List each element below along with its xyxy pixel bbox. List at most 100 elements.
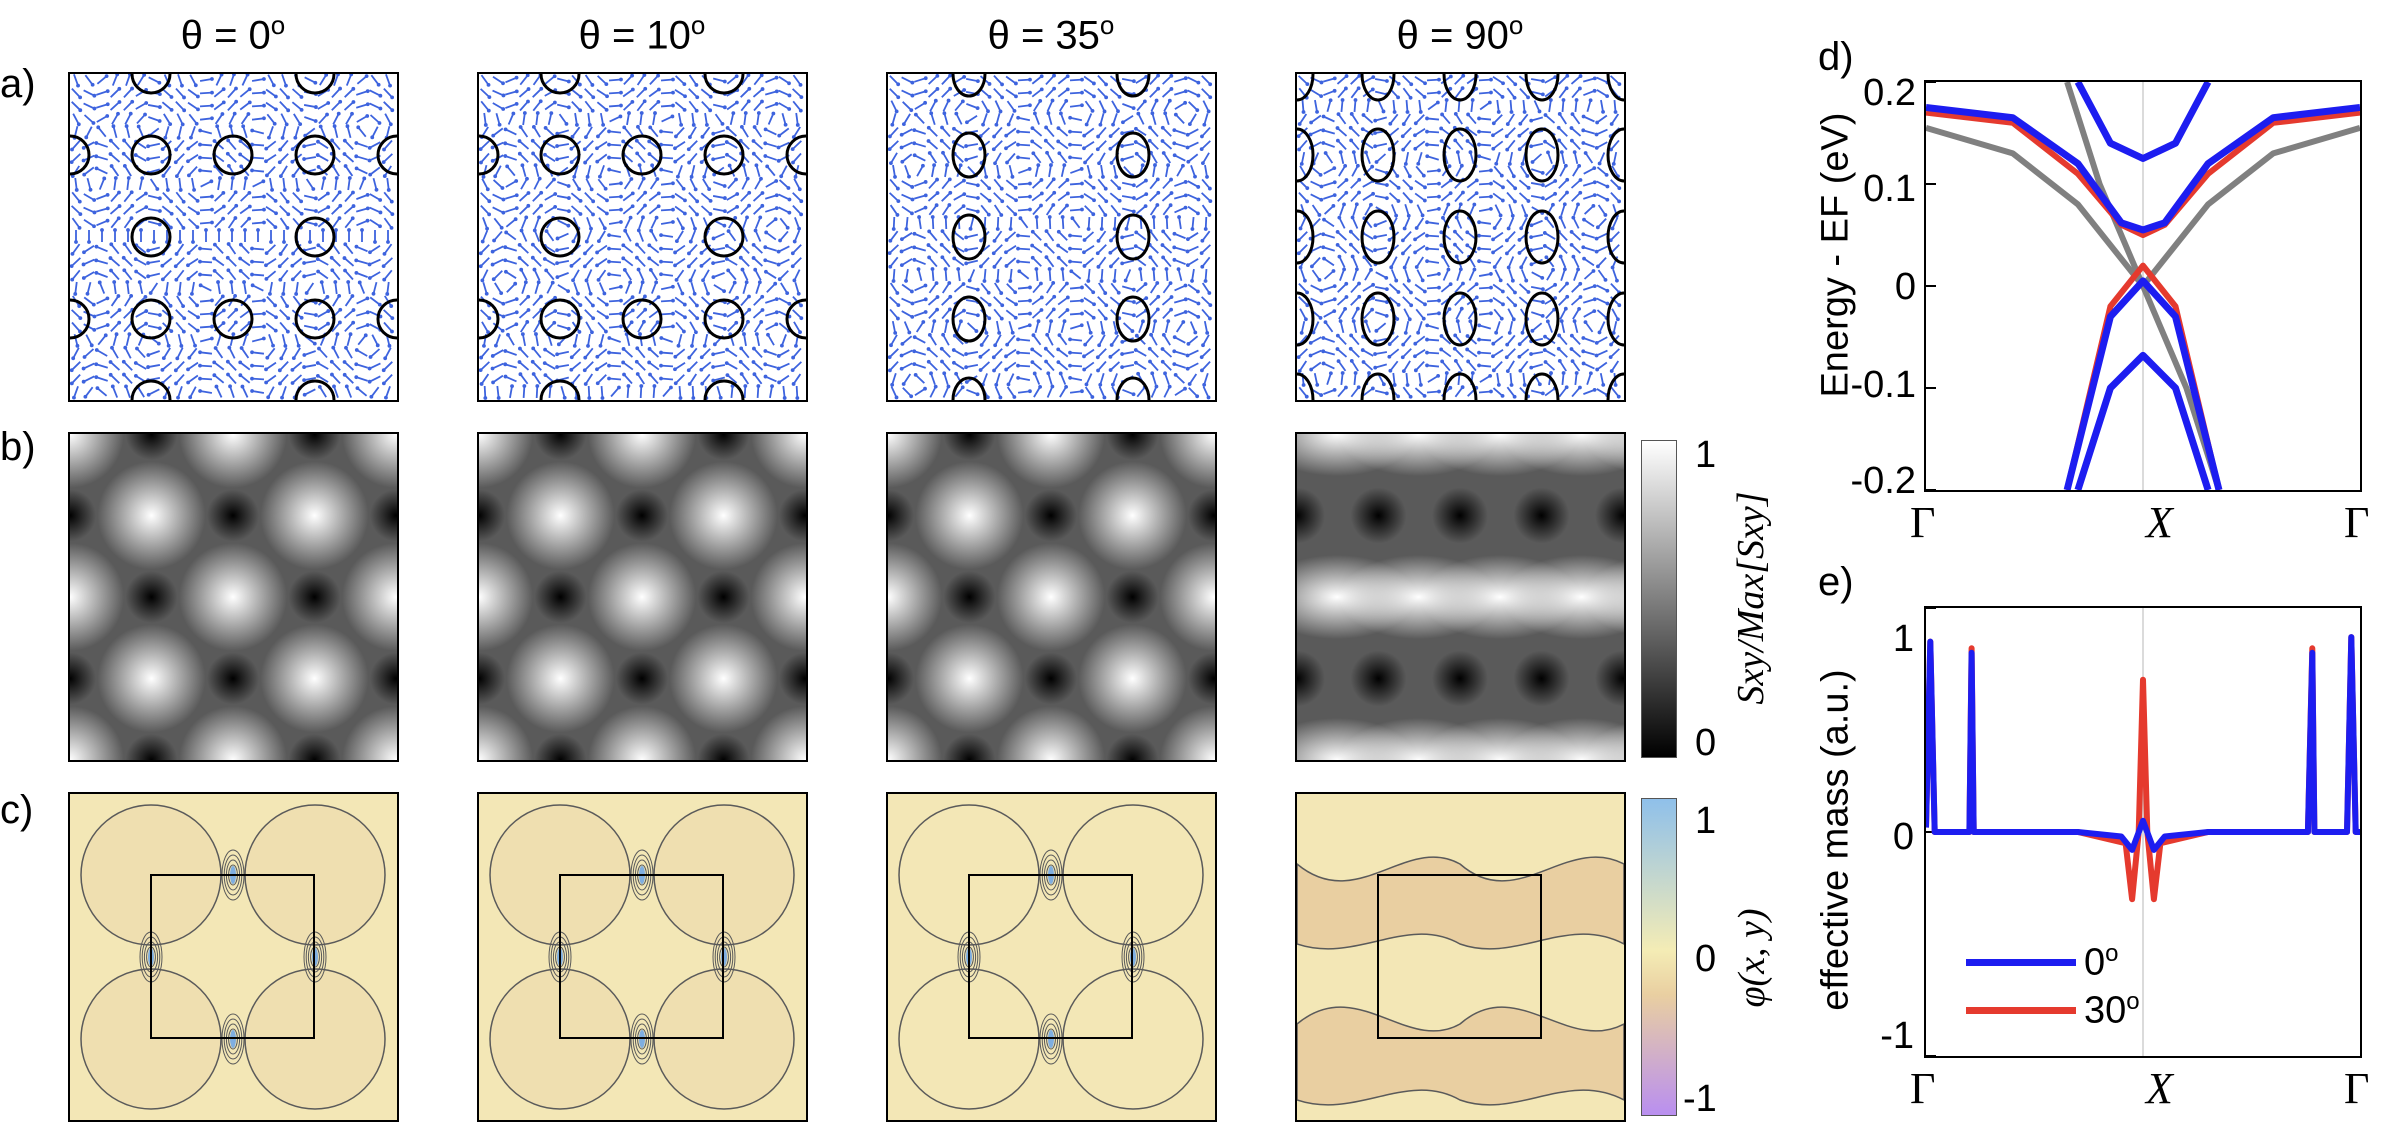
field-arrow bbox=[1351, 165, 1359, 177]
field-arrow bbox=[518, 88, 530, 98]
field-arrowhead bbox=[1342, 202, 1346, 207]
field-arrowhead bbox=[265, 355, 270, 360]
field-arrow bbox=[918, 216, 922, 230]
field-arrow bbox=[1426, 91, 1440, 95]
field-arrowhead bbox=[1349, 333, 1354, 338]
field-arrow bbox=[480, 192, 490, 202]
field-arrowhead bbox=[1095, 147, 1100, 152]
field-arrow bbox=[520, 230, 528, 242]
field-arrowhead bbox=[1344, 74, 1349, 78]
field-arrow bbox=[506, 283, 516, 293]
field-arrow bbox=[383, 217, 393, 229]
field-arrow bbox=[1059, 100, 1067, 112]
field-arrow bbox=[1466, 192, 1478, 202]
field-arrow bbox=[1426, 130, 1440, 134]
field-arrow bbox=[544, 101, 556, 111]
field-arrowhead bbox=[794, 344, 798, 348]
field-arrow bbox=[996, 216, 1000, 230]
field-arrowhead bbox=[122, 268, 127, 273]
field-arrow bbox=[1018, 324, 1030, 330]
field-arrowhead bbox=[122, 372, 126, 377]
field-arrow bbox=[661, 337, 673, 343]
field-arrowhead bbox=[92, 314, 97, 319]
field-arrowhead bbox=[290, 367, 295, 372]
field-arrow bbox=[1110, 256, 1120, 268]
field-arrowhead bbox=[382, 277, 387, 282]
field-arrowhead bbox=[1080, 181, 1084, 186]
field-arrow bbox=[125, 125, 131, 139]
field-arrow bbox=[1173, 90, 1187, 96]
field-arrowhead bbox=[143, 112, 147, 117]
field-arrow bbox=[1365, 321, 1371, 333]
field-arrow bbox=[1548, 99, 1552, 113]
field-arrow bbox=[1492, 283, 1504, 293]
field-arrowhead bbox=[1605, 94, 1610, 99]
field-arrow bbox=[1558, 296, 1568, 306]
field-arrowhead bbox=[343, 164, 348, 168]
field-arrowhead bbox=[636, 228, 641, 233]
field-arrow bbox=[994, 152, 1002, 164]
field-arrow bbox=[534, 217, 540, 229]
field-arrow bbox=[1136, 335, 1146, 345]
field-arrowhead bbox=[975, 209, 980, 214]
field-arrowhead bbox=[1092, 94, 1096, 99]
field-arrow bbox=[1112, 320, 1118, 334]
field-arrow bbox=[1571, 87, 1581, 99]
field-arrowhead bbox=[146, 144, 151, 149]
field-arrow bbox=[1426, 155, 1440, 161]
field-arrow bbox=[1069, 299, 1083, 303]
field-arrow bbox=[1612, 269, 1618, 281]
field-arrow bbox=[941, 296, 951, 306]
field-arrow bbox=[251, 195, 265, 199]
field-arrowhead bbox=[282, 240, 286, 244]
field-arrowhead bbox=[948, 74, 953, 78]
field-arrow bbox=[1032, 257, 1042, 267]
field-arrowhead bbox=[530, 138, 535, 143]
field-arrow bbox=[765, 180, 777, 188]
field-arrowhead bbox=[1319, 94, 1324, 99]
field-arrow bbox=[571, 101, 581, 111]
field-arrow bbox=[622, 153, 634, 163]
field-arrow bbox=[544, 258, 556, 266]
field-arrow bbox=[548, 385, 552, 399]
field-arrow bbox=[241, 386, 249, 398]
field-arrowhead bbox=[285, 304, 289, 309]
field-arrowhead bbox=[1592, 88, 1597, 93]
field-arrow bbox=[1069, 376, 1083, 382]
field-arrow bbox=[110, 165, 120, 177]
vortex-loop bbox=[294, 216, 336, 258]
field-arrowhead bbox=[702, 343, 707, 348]
field-arrow bbox=[889, 178, 899, 190]
field-arrow bbox=[187, 88, 199, 98]
field-arrowhead bbox=[70, 368, 74, 373]
field-arrowhead bbox=[108, 256, 113, 260]
field-arrowhead bbox=[264, 276, 269, 281]
field-arrowhead bbox=[907, 330, 912, 335]
field-arrowhead bbox=[1322, 256, 1326, 261]
field-arrowhead bbox=[1374, 160, 1379, 164]
field-arrow bbox=[1492, 296, 1504, 306]
field-arrowhead bbox=[900, 159, 905, 164]
field-arrowhead bbox=[655, 177, 660, 181]
field-arrow bbox=[1123, 165, 1133, 177]
field-arrow bbox=[1414, 296, 1426, 306]
field-arrowhead bbox=[605, 198, 609, 203]
field-arrow bbox=[1069, 234, 1083, 238]
field-arrow bbox=[369, 323, 381, 331]
field-arrowhead bbox=[1120, 157, 1125, 162]
field-arrowhead bbox=[1381, 109, 1386, 114]
field-arrow bbox=[598, 217, 606, 229]
field-arrowhead bbox=[1016, 375, 1021, 380]
field-arrow bbox=[1544, 140, 1556, 150]
field-arrowhead bbox=[555, 261, 559, 265]
field-arrowhead bbox=[337, 216, 342, 220]
field-arrow bbox=[556, 155, 570, 161]
field-arrowhead bbox=[1578, 74, 1583, 78]
field-arrowhead bbox=[390, 212, 395, 217]
field-arrow bbox=[1402, 191, 1412, 203]
field-arrowhead bbox=[984, 330, 989, 335]
field-arrow bbox=[1045, 308, 1055, 320]
field-arrow bbox=[187, 270, 199, 280]
field-arrow bbox=[622, 361, 634, 371]
field-arrowhead bbox=[1400, 355, 1405, 360]
